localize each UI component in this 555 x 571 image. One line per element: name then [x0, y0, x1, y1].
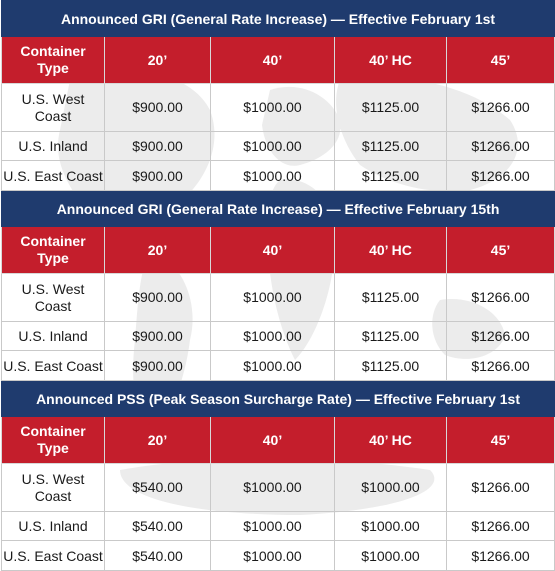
rate-cell-45ft: $1266.00 — [445, 463, 555, 512]
table-row: U.S. East Coast $900.00 $1000.00 $1125.00 $1… — [1, 350, 555, 381]
rate-cell-20ft: $900.00 — [104, 350, 211, 381]
rate-cell-40ft: $1000.00 — [210, 273, 335, 322]
table-row: U.S. East Coast $900.00 $1000.00 $1125.00 $1… — [1, 160, 555, 191]
section-title-row: Announced GRI (General Rate Increase) — … — [0, 190, 555, 227]
header-40ft-hc: 40’ HC — [334, 416, 447, 464]
table-row: U.S. West Coast $900.00 $1000.00 $1125.00 $12… — [1, 273, 555, 322]
table-row: U.S. West Coast $540.00 $1000.00 $1000.00 $12… — [1, 463, 555, 512]
header-40ft: 40’ — [210, 36, 335, 84]
container-type-cell: U.S. West Coast — [1, 463, 105, 512]
table-row: U.S. Inland $540.00 $1000.00 $1000.00 $1266.… — [1, 511, 555, 541]
rate-cell-45ft: $1266.00 — [445, 83, 555, 132]
table-row: U.S. West Coast $900.00 $1000.00 $1125.00 $12… — [1, 83, 555, 132]
section-title: Announced PSS (Peak Season Surcharge Rat… — [0, 380, 555, 417]
container-type-cell: U.S. Inland — [1, 321, 105, 351]
header-container-type: Container Type — [1, 226, 105, 274]
rate-cell-45ft: $1266.00 — [445, 540, 555, 571]
container-type-cell: U.S. Inland — [1, 131, 105, 161]
rate-cell-40ft: $1000.00 — [210, 511, 335, 541]
rate-cell-40ft-hc: $1125.00 — [334, 350, 447, 381]
container-type-cell: U.S. West Coast — [1, 83, 105, 132]
rate-cell-40ft: $1000.00 — [210, 160, 335, 191]
header-container-type: Container Type — [1, 416, 105, 464]
rate-cell-40ft: $1000.00 — [210, 540, 335, 571]
rate-cell-40ft: $1000.00 — [210, 463, 335, 512]
rate-cell-20ft: $900.00 — [104, 83, 211, 132]
rate-cell-20ft: $900.00 — [104, 273, 211, 322]
header-40ft: 40’ — [210, 226, 335, 274]
header-45ft: 45’ — [445, 36, 555, 84]
container-type-cell: U.S. East Coast — [1, 160, 105, 191]
rate-cell-40ft-hc: $1000.00 — [334, 463, 447, 512]
rate-cell-20ft: $540.00 — [104, 463, 211, 512]
rate-cell-40ft: $1000.00 — [210, 350, 335, 381]
rate-cell-45ft: $1266.00 — [445, 321, 555, 351]
rate-cell-40ft-hc: $1000.00 — [334, 511, 447, 541]
rate-cell-40ft: $1000.00 — [210, 321, 335, 351]
section-title-row: Announced GRI (General Rate Increase) — … — [0, 0, 555, 37]
rate-cell-40ft-hc: $1125.00 — [334, 273, 447, 322]
rate-cell-20ft: $540.00 — [104, 540, 211, 571]
section-title: Announced GRI (General Rate Increase) — … — [0, 190, 555, 227]
rate-cell-40ft: $1000.00 — [210, 131, 335, 161]
rate-cell-40ft-hc: $1125.00 — [334, 160, 447, 191]
rate-cell-40ft-hc: $1125.00 — [334, 83, 447, 132]
header-45ft: 45’ — [445, 226, 555, 274]
rate-cell-45ft: $1266.00 — [445, 160, 555, 191]
rate-cell-20ft: $900.00 — [104, 160, 211, 191]
header-20ft: 20’ — [104, 226, 211, 274]
rate-cell-20ft: $900.00 — [104, 131, 211, 161]
table-row: U.S. East Coast $540.00 $1000.00 $1000.00 $1… — [1, 540, 555, 571]
container-type-cell: U.S. East Coast — [1, 350, 105, 381]
column-header-row: Container Type 20’ 40’ 40’ HC 45’ — [1, 416, 555, 464]
container-type-cell: U.S. East Coast — [1, 540, 105, 571]
rate-cell-20ft: $900.00 — [104, 321, 211, 351]
header-40ft-hc: 40’ HC — [334, 226, 447, 274]
column-header-row: Container Type 20’ 40’ 40’ HC 45’ — [1, 226, 555, 274]
header-40ft: 40’ — [210, 416, 335, 464]
header-container-type: Container Type — [1, 36, 105, 84]
rate-cell-40ft-hc: $1000.00 — [334, 540, 447, 571]
rate-cell-20ft: $540.00 — [104, 511, 211, 541]
rate-cell-40ft-hc: $1125.00 — [334, 321, 447, 351]
table-row: U.S. Inland $900.00 $1000.00 $1125.00 $1266.… — [1, 321, 555, 351]
section-title: Announced GRI (General Rate Increase) — … — [0, 0, 555, 37]
rate-cell-40ft: $1000.00 — [210, 83, 335, 132]
column-header-row: Container Type 20’ 40’ 40’ HC 45’ — [1, 36, 555, 84]
rate-cell-45ft: $1266.00 — [445, 131, 555, 161]
container-type-cell: U.S. West Coast — [1, 273, 105, 322]
rate-cell-45ft: $1266.00 — [445, 273, 555, 322]
section-title-row: Announced PSS (Peak Season Surcharge Rat… — [0, 380, 555, 417]
table-row: U.S. Inland $900.00 $1000.00 $1125.00 $1266.… — [1, 131, 555, 161]
container-type-cell: U.S. Inland — [1, 511, 105, 541]
rate-cell-40ft-hc: $1125.00 — [334, 131, 447, 161]
rate-cell-45ft: $1266.00 — [445, 511, 555, 541]
header-20ft: 20’ — [104, 36, 211, 84]
header-20ft: 20’ — [104, 416, 211, 464]
header-40ft-hc: 40’ HC — [334, 36, 447, 84]
rate-cell-45ft: $1266.00 — [445, 350, 555, 381]
header-45ft: 45’ — [445, 416, 555, 464]
